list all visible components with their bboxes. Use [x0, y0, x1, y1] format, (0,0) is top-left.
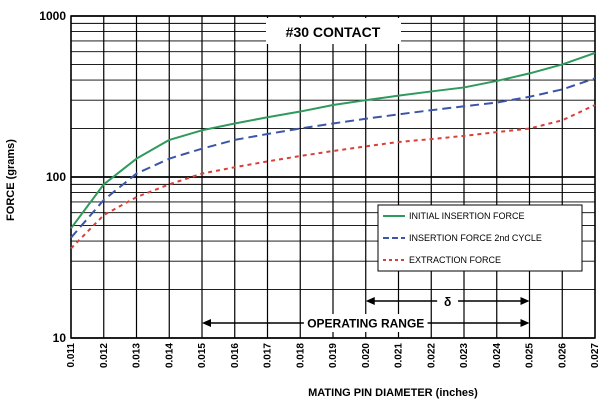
series-lines [70, 51, 596, 250]
legend-box [377, 204, 583, 272]
annotation-1: δ [365, 291, 530, 311]
grid [70, 15, 596, 339]
x-tick-label-10: 0.021 [394, 343, 405, 368]
x-tick-label-5: 0.016 [230, 343, 241, 368]
series-line-0 [70, 51, 596, 229]
arrowhead-right-1 [520, 297, 530, 305]
x-tick-label-4: 0.015 [197, 343, 208, 368]
x-tick-label-0: 0.011 [66, 343, 77, 368]
legend-label-0: INITIAL INSERTION FORCE [409, 211, 525, 221]
title-box: #30 CONTACT [266, 18, 401, 44]
plot-frame [70, 15, 596, 339]
x-axis-label: MATING PIN DIAMETER (inches) [308, 387, 478, 399]
x-tick-label-14: 0.025 [525, 343, 536, 368]
y-axis-label: FORCE (grams) [5, 139, 17, 221]
title-background [266, 18, 401, 44]
annotation-label-1: δ [444, 295, 451, 309]
x-tick-label-1: 0.012 [99, 343, 110, 368]
arrowhead-left-1 [365, 297, 375, 305]
x-axis-ticks: 0.011 0.012 0.013 0.014 0.015 0.016 0.017 0.018… [66, 343, 601, 368]
x-tick-label-13: 0.024 [492, 343, 503, 368]
arrowhead-left-0 [202, 319, 211, 327]
x-tick-label-3: 0.014 [164, 343, 175, 368]
x-tick-label-7: 0.018 [295, 343, 306, 368]
x-tick-label-9: 0.020 [361, 343, 372, 368]
x-tick-label-11: 0.022 [426, 343, 437, 368]
chart-title: #30 CONTACT [286, 24, 381, 40]
y-axis-ticks: 1000 100 10 [39, 9, 66, 345]
annotation-0: OPERATING RANGE [202, 314, 530, 332]
annotation-label-0: OPERATING RANGE [307, 316, 424, 330]
annotations: OPERATING RANGE δ [202, 291, 530, 332]
y-tick-label-2: 10 [53, 331, 67, 345]
legend-label-2: EXTRACTION FORCE [409, 255, 501, 265]
legend-label-1: INSERTION FORCE 2nd CYCLE [409, 233, 542, 243]
x-tick-label-8: 0.019 [328, 343, 339, 368]
annotation-label-bg-0 [303, 314, 428, 332]
y-tick-label-0: 1000 [39, 9, 66, 23]
y-tick-label-1: 100 [46, 170, 66, 184]
legend: INITIAL INSERTION FORCE INSERTION FORCE 2… [377, 204, 583, 272]
x-tick-label-12: 0.023 [459, 343, 470, 368]
x-tick-label-2: 0.013 [132, 343, 143, 368]
x-tick-label-16: 0.027 [590, 343, 601, 368]
x-tick-label-15: 0.026 [557, 343, 568, 368]
x-tick-label-6: 0.017 [263, 343, 274, 368]
series-line-2 [70, 104, 596, 250]
annotation-label-bg-1 [437, 291, 458, 311]
arrowhead-right-0 [520, 319, 530, 327]
series-line-1 [70, 77, 596, 239]
